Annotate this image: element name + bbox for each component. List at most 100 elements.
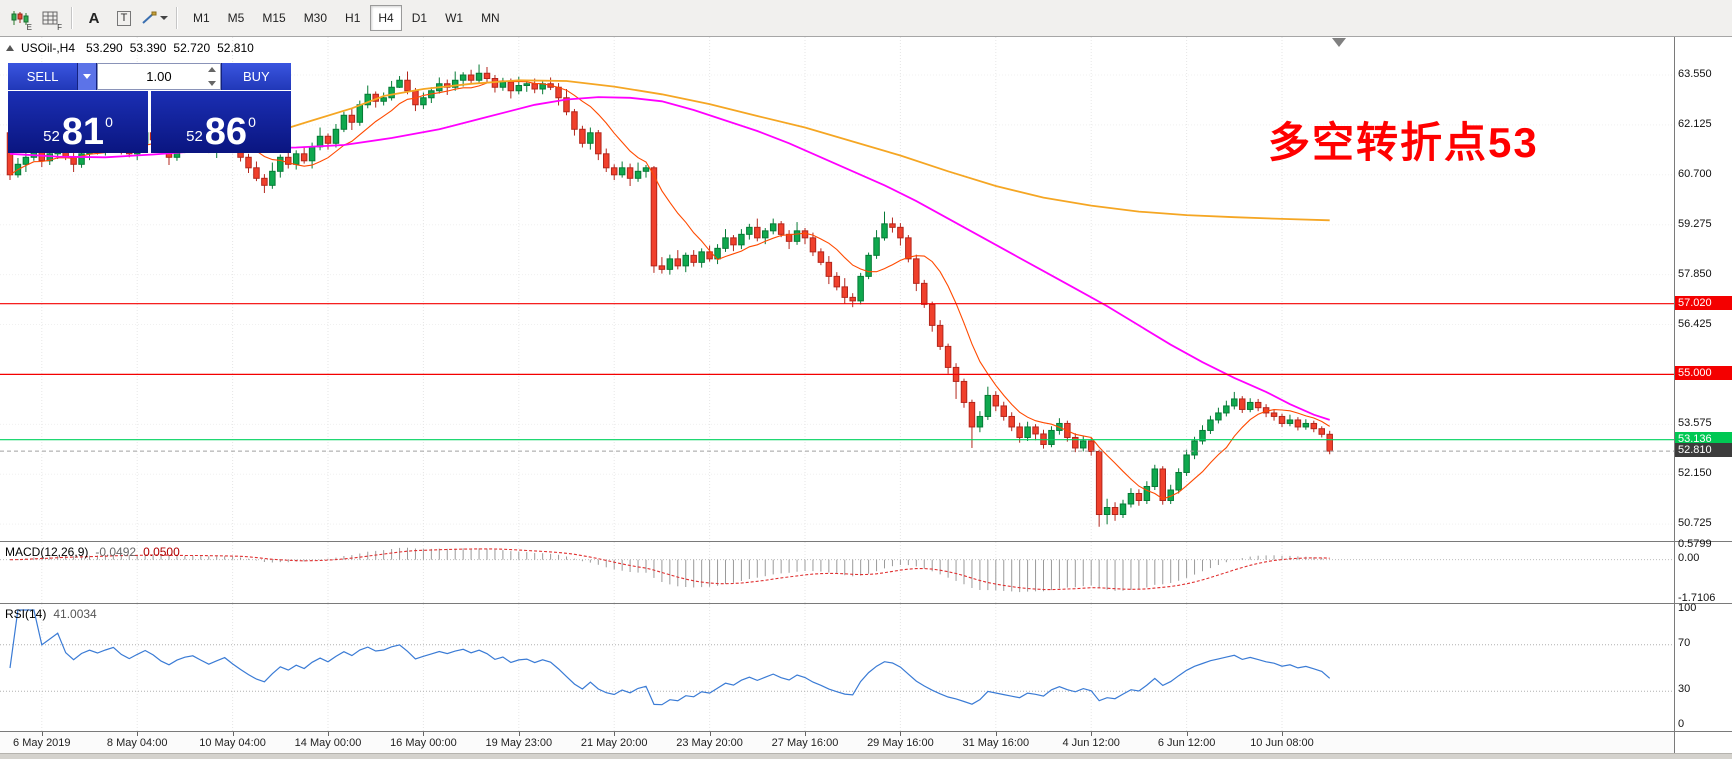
tf-button-h1[interactable]: H1 (345, 11, 361, 25)
candle-body (769, 223, 777, 232)
candle-body (316, 135, 324, 148)
candle-body (793, 230, 801, 242)
level-price-badge: 55.000 (1675, 366, 1732, 381)
rsi-line (9, 609, 1331, 706)
candle-body (396, 79, 403, 88)
candle-body (1087, 440, 1095, 452)
tf-button-m5[interactable]: M5 (227, 11, 245, 25)
candle-body (1278, 415, 1286, 424)
text-label-button[interactable]: A (80, 4, 108, 32)
candle-body (1175, 471, 1182, 491)
macd-value-main: -0.0492 (95, 545, 137, 559)
tf-button-h4[interactable]: H4 (370, 5, 402, 31)
tf-button-mn[interactable]: MN (481, 11, 500, 25)
price-axis-label: 59.275 (1678, 217, 1712, 230)
candle-body (1095, 450, 1103, 516)
spinner-down-icon[interactable] (208, 81, 217, 86)
price-chart-pane[interactable]: USOil-,H4 53.290 53.390 52.720 52.810 SE… (0, 37, 1674, 541)
symbol-label: USOil-,H4 (21, 41, 76, 55)
candle-body (1127, 492, 1135, 505)
volume-spinner[interactable] (206, 65, 219, 88)
tf-button-m30[interactable]: M30 (303, 11, 328, 25)
candle-body (459, 74, 467, 81)
ask-pips: 86 (204, 110, 248, 153)
rsi-value: 41.0034 (53, 607, 97, 621)
candle-body (348, 114, 356, 123)
candle-body (571, 111, 578, 130)
grid-list-icon (42, 11, 58, 25)
macd-canvas (0, 542, 1674, 603)
candle-body (960, 380, 968, 403)
candle-body (364, 93, 371, 106)
candle-body (1302, 422, 1310, 428)
tf-button-m1[interactable]: M1 (193, 11, 210, 25)
window-bottom-strip (0, 753, 1732, 759)
chart-objects-button[interactable]: E (6, 4, 34, 32)
macd-pane[interactable]: MACD(12,26,9) -0.0492 0.0500 (0, 541, 1674, 603)
candle-body (1254, 401, 1262, 409)
price-axis-label: 63.550 (1678, 68, 1712, 80)
volume-input[interactable]: 1.00 (97, 63, 221, 90)
candle-body (1048, 429, 1055, 445)
candle-body (634, 170, 642, 179)
candle-body (1111, 507, 1119, 515)
candle-body (1159, 468, 1166, 502)
time-tick-mark (805, 732, 806, 736)
candle-body (666, 258, 674, 270)
candle-body (841, 286, 848, 298)
tf-button-d1[interactable]: D1 (411, 11, 428, 25)
candle-body (1199, 429, 1206, 442)
pane-separator (1675, 603, 1732, 604)
candle-body (603, 153, 610, 169)
collapse-panel-icon[interactable] (6, 45, 14, 51)
candle-body (1294, 419, 1302, 428)
candle-body (261, 177, 268, 186)
price-axis-label: 57.850 (1678, 267, 1712, 280)
time-tick-mark (1282, 732, 1283, 736)
time-axis-label: 6 Jun 12:00 (1157, 737, 1216, 749)
spinner-up-icon[interactable] (208, 67, 217, 72)
candle-body (650, 167, 658, 267)
candle-body (1231, 398, 1238, 407)
candle-body (873, 237, 880, 256)
candle-body (690, 254, 697, 263)
rsi-axis-label: 100 (1678, 602, 1697, 614)
candle-body (587, 132, 594, 144)
price-axis[interactable]: 63.550 62.125 60.700 59.275 57.850 56.425 53.5… (1674, 37, 1732, 753)
bid-big-figure: 52 (43, 128, 60, 145)
candle-body (340, 114, 348, 130)
draw-tools-button[interactable] (140, 4, 169, 32)
rsi-title: RSI(14) (5, 607, 47, 621)
buy-button[interactable]: BUY (220, 63, 291, 90)
time-axis[interactable]: 6 May 2019 8 May 04:00 10 May 04:00 14 May … (0, 731, 1674, 753)
tf-button-m15[interactable]: M15 (262, 11, 286, 25)
candle-body (801, 230, 809, 239)
macd-label: MACD(12,26,9) -0.0492 0.0500 (5, 545, 180, 559)
bid-price-tile[interactable]: 52 81 0 (8, 91, 148, 153)
order-type-dropdown[interactable] (78, 63, 98, 90)
button-badge: E (26, 23, 32, 32)
candle-body (404, 79, 411, 92)
candle-body (356, 104, 364, 123)
text-box-button[interactable]: T (110, 4, 138, 32)
candle-body (936, 324, 944, 347)
candle-body (984, 394, 992, 417)
shift-marker-icon[interactable] (1332, 38, 1346, 47)
candle-body (738, 233, 745, 246)
candle-body (523, 83, 530, 87)
bid-pipette: 0 (105, 114, 113, 130)
price-axis-label: 53.575 (1678, 417, 1712, 430)
grid-list-button[interactable]: F (36, 4, 64, 32)
tf-button-w1[interactable]: W1 (445, 11, 464, 25)
ask-price-tile[interactable]: 52 86 0 (151, 91, 291, 153)
candle-body (269, 170, 276, 186)
rsi-pane[interactable]: RSI(14) 41.0034 (0, 603, 1674, 731)
pane-separator (1675, 731, 1732, 732)
candle-body (1318, 428, 1325, 435)
candle-body (483, 72, 491, 79)
candle-body (913, 258, 920, 284)
time-tick-mark (232, 732, 234, 736)
candle-body (1016, 426, 1023, 438)
sell-button[interactable]: SELL (8, 63, 79, 90)
price-chart-canvas[interactable] (0, 37, 1674, 541)
